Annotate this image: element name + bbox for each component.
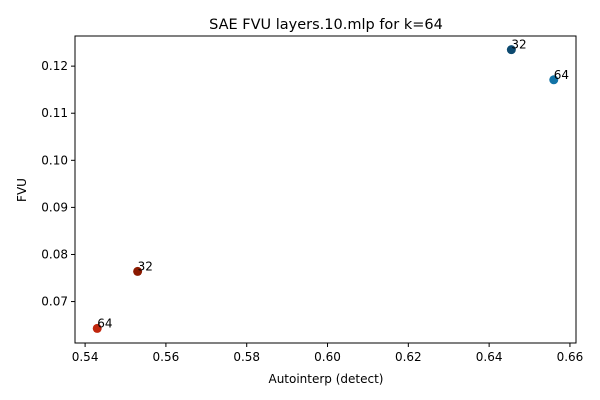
- data-point: [133, 266, 143, 276]
- point-label: 64: [554, 68, 569, 82]
- point-label: 32: [511, 38, 526, 52]
- y-tick-label: 0.07: [41, 295, 68, 309]
- y-tick-label: 0.10: [41, 153, 68, 167]
- data-point: [549, 75, 559, 85]
- y-tick-label: 0.11: [41, 106, 68, 120]
- x-tick-label: 0.56: [153, 350, 180, 364]
- point-label: 64: [97, 316, 112, 330]
- x-tick-label: 0.62: [395, 350, 422, 364]
- point-label: 32: [138, 259, 153, 273]
- chart-title: SAE FVU layers.10.mlp for k=64: [209, 17, 443, 33]
- y-axis-label: FVU: [15, 178, 29, 202]
- plot-frame: [74, 35, 577, 344]
- y-tick-label: 0.09: [41, 200, 68, 214]
- x-tick-label: 0.64: [476, 350, 503, 364]
- y-tick-label: 0.12: [41, 59, 68, 73]
- x-tick-label: 0.58: [233, 350, 260, 364]
- x-axis-label: Autointerp (detect): [268, 372, 383, 386]
- y-tick-label: 0.08: [41, 247, 68, 261]
- x-tick-label: 0.66: [557, 350, 584, 364]
- data-point: [506, 45, 516, 55]
- y-axis: 0.07 0.08 0.09 0.10 0.11 0.12: [41, 59, 75, 309]
- data-point: [92, 323, 102, 333]
- x-tick-label: 0.60: [314, 350, 341, 364]
- x-axis: 0.54 0.56 0.58 0.60 0.62 0.64 0.66: [72, 343, 584, 364]
- x-tick-label: 0.54: [72, 350, 99, 364]
- plot-area: 32 64 32 64: [92, 38, 569, 333]
